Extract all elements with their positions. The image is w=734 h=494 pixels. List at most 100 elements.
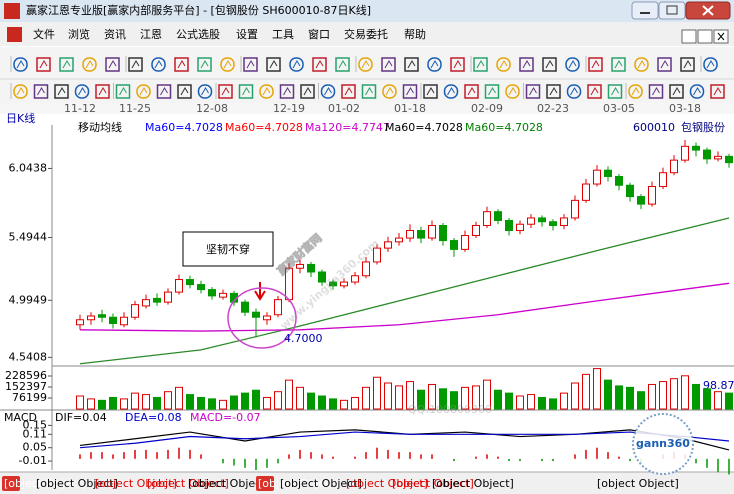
tool-button[interactable] [611, 57, 626, 72]
candle-body [670, 159, 678, 174]
market-badge [256, 476, 274, 491]
tool-button[interactable] [320, 84, 336, 99]
candle-body [582, 183, 590, 201]
tool-glyph [160, 87, 168, 96]
volume-bar [615, 385, 623, 410]
volume-bar [681, 375, 689, 410]
tool-button[interactable] [505, 84, 520, 99]
maximize-button[interactable] [658, 1, 686, 20]
tool-button[interactable] [266, 57, 281, 72]
minimize-button[interactable] [631, 1, 659, 20]
tool-glyph [78, 87, 86, 96]
tool-button[interactable] [443, 84, 459, 99]
tool-button[interactable] [565, 57, 580, 72]
tool-button[interactable] [607, 84, 623, 99]
tool-button[interactable] [13, 84, 28, 99]
menu-item[interactable]: 工具 [272, 28, 294, 41]
tool-button[interactable] [156, 84, 172, 99]
volume-bar [483, 379, 491, 410]
tool-button[interactable] [404, 57, 419, 72]
menu-item[interactable]: 窗口 [308, 27, 330, 41]
tool-glyph [706, 60, 715, 69]
ma-label: Ma120=4.7747 [305, 121, 390, 134]
menu-item[interactable]: 设置 [236, 28, 258, 41]
tool-button[interactable] [312, 57, 327, 72]
tool-button[interactable] [218, 84, 233, 99]
menu-item[interactable]: 帮助 [404, 27, 426, 41]
tool-button[interactable] [300, 84, 315, 99]
tool-button[interactable] [464, 84, 479, 99]
tool-button[interactable] [361, 84, 377, 99]
tool-button[interactable] [59, 57, 74, 72]
tool-button[interactable] [259, 84, 274, 99]
candle-body [87, 315, 95, 321]
menu-bar [0, 22, 734, 46]
tool-button[interactable] [450, 57, 465, 72]
tool-button[interactable] [648, 84, 664, 99]
tool-button[interactable] [115, 84, 131, 99]
menu-item[interactable]: 浏览 [68, 27, 90, 41]
toolbar-icons [10, 56, 725, 99]
tool-button[interactable] [566, 84, 582, 99]
tool-button[interactable] [279, 84, 295, 99]
tool-button[interactable] [358, 57, 373, 72]
menu-item[interactable]: 公式选股 [176, 28, 220, 41]
tool-button[interactable] [220, 57, 235, 72]
tool-button[interactable] [496, 57, 511, 72]
menu-item[interactable]: 交易委托 [344, 27, 388, 41]
tool-button[interactable] [151, 57, 166, 72]
menu-item[interactable]: 资讯 [104, 28, 126, 41]
tool-button[interactable] [289, 57, 304, 72]
tool-button[interactable] [546, 84, 561, 99]
menu-item[interactable]: 文件 [33, 27, 55, 41]
tool-button[interactable] [382, 84, 397, 99]
tool-button[interactable] [381, 57, 396, 72]
volume-bar [472, 385, 480, 410]
tool-button[interactable] [525, 84, 541, 99]
tool-button[interactable] [128, 57, 143, 72]
tool-glyph [476, 60, 485, 69]
tool-button[interactable] [105, 57, 120, 72]
tool-button[interactable] [587, 84, 602, 99]
tool-button[interactable] [588, 57, 603, 72]
tool-button[interactable] [177, 84, 192, 99]
tool-button[interactable] [680, 57, 695, 72]
tool-button[interactable] [174, 57, 189, 72]
tool-button[interactable] [74, 84, 90, 99]
tool-button[interactable] [335, 57, 350, 72]
tool-button[interactable] [519, 57, 534, 72]
tool-button[interactable] [628, 84, 643, 99]
tool-glyph [652, 87, 660, 96]
tool-button[interactable] [542, 57, 557, 72]
tool-button[interactable] [33, 84, 49, 99]
tool-button[interactable] [634, 57, 649, 72]
candle-body [142, 299, 150, 307]
tool-button[interactable] [95, 84, 110, 99]
menu-item[interactable]: 江恩 [140, 28, 162, 41]
tool-button[interactable] [423, 84, 438, 99]
tool-button[interactable] [136, 84, 151, 99]
child-minimize[interactable] [681, 29, 697, 44]
tool-button[interactable] [197, 57, 212, 72]
candle-body [329, 281, 337, 287]
tool-button[interactable] [402, 84, 418, 99]
tool-button[interactable] [703, 57, 718, 72]
candle-body [186, 279, 194, 286]
tool-button[interactable] [82, 57, 97, 72]
x-tick-label: 01-18 [394, 102, 426, 115]
tool-button[interactable] [341, 84, 356, 99]
tool-button[interactable] [669, 84, 684, 99]
tool-button[interactable] [36, 57, 51, 72]
child-restore[interactable] [697, 29, 713, 44]
tool-button[interactable] [54, 84, 69, 99]
tool-button[interactable] [484, 84, 500, 99]
tool-button[interactable] [657, 57, 672, 72]
tool-button[interactable] [238, 84, 254, 99]
tool-button[interactable] [197, 84, 213, 99]
tool-button[interactable] [473, 57, 488, 72]
tool-button[interactable] [689, 84, 705, 99]
tool-button[interactable] [710, 84, 725, 99]
tool-button[interactable] [427, 57, 442, 72]
tool-button[interactable] [243, 57, 258, 72]
tool-button[interactable] [13, 57, 28, 72]
